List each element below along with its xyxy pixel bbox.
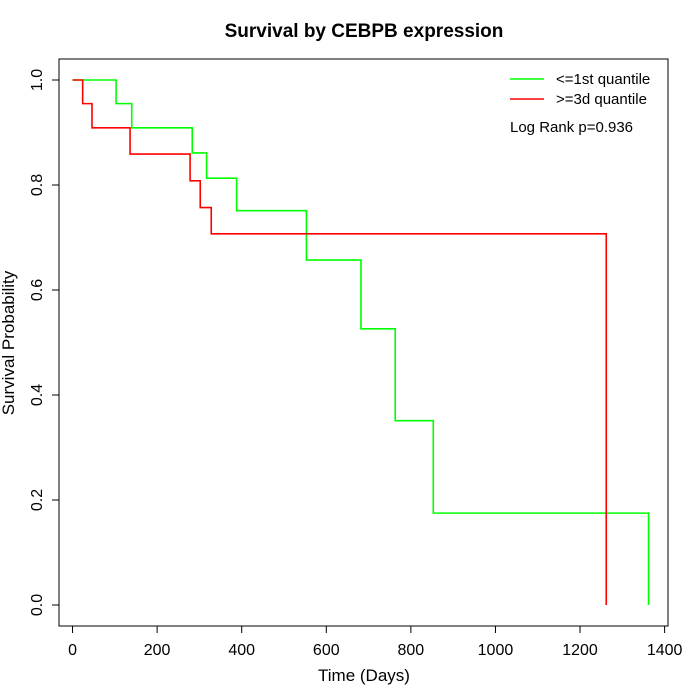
x-tick-label: 1400 [647,642,683,659]
legend: <=1st quantile >=3d quantile [510,71,650,108]
y-tick-label: 1.0 [29,69,46,91]
x-tick-label: 1000 [478,642,514,659]
chart-title: Survival by CEBPB expression [225,21,504,42]
legend-label-1: <=1st quantile [556,71,650,88]
x-tick-label: 800 [398,642,425,659]
y-tick-label: 0.0 [29,594,46,616]
y-tick-label: 0.4 [29,384,46,406]
x-tick-label: 200 [144,642,171,659]
x-tick-label: 1200 [562,642,598,659]
x-axis-label: Time (Days) [318,666,410,685]
y-tick-label: 0.2 [29,489,46,511]
plot-frame [58,58,669,627]
survival-curve-2 [72,79,608,605]
survival-curves [72,79,650,605]
y-axis-label: Survival Probability [0,270,18,415]
legend-label-2: >=3d quantile [556,91,647,108]
x-tick-label: 600 [313,642,340,659]
x-tick-label: 400 [228,642,255,659]
y-axis: 0.0 0.2 0.4 0.6 0.8 1.0 [29,69,60,616]
log-rank-annotation: Log Rank p=0.936 [510,119,633,136]
survival-curve-1 [72,79,650,605]
x-tick-label: 0 [68,642,77,659]
y-tick-label: 0.6 [29,279,46,301]
x-axis: 0 200 400 600 800 1000 1200 1400 [68,625,683,659]
y-tick-label: 0.8 [29,174,46,196]
